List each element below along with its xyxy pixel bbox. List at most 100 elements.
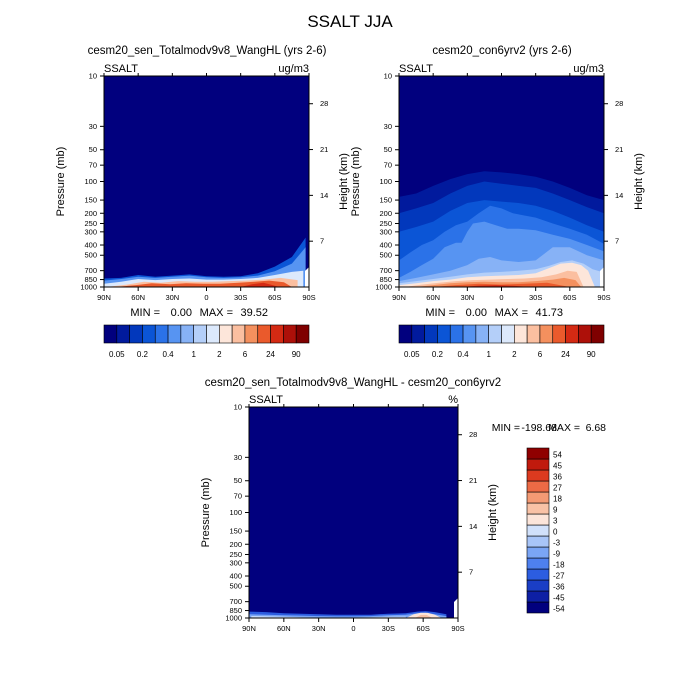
- x-tick-label: 90N: [97, 293, 111, 302]
- y-tick-label: 200: [229, 540, 242, 549]
- panel-sen: cesm20_sen_Totalmodv9v8_WangHL (yrs 2-6)…: [55, 45, 350, 359]
- y-tick-label: 100: [229, 508, 242, 517]
- height-tick-label: 28: [615, 99, 623, 108]
- colorbar-label: 0.2: [432, 350, 444, 359]
- x-tick-label: 30N: [165, 293, 179, 302]
- min-label: MIN =: [425, 307, 455, 319]
- colorbar-label: 2: [512, 350, 517, 359]
- x-tick-label: 0: [351, 624, 355, 633]
- colorbar-swatch: [193, 324, 207, 344]
- height-tick-label: 7: [469, 568, 473, 577]
- y-tick-label: 50: [89, 145, 97, 154]
- colorbar-swatch: [154, 324, 169, 344]
- x-tick-label: 60S: [268, 293, 281, 302]
- y-tick-label: 850: [379, 275, 392, 284]
- colorbar-swatch: [526, 458, 550, 471]
- contour-layer-2: [249, 612, 447, 618]
- colorbar-swatch: [514, 324, 528, 344]
- colorbar-swatch: [526, 568, 550, 581]
- y-tick-label: 10: [234, 403, 242, 412]
- height-tick-label: 21: [469, 476, 477, 485]
- y-tick-label: 30: [384, 122, 392, 131]
- y-tick-label: 150: [84, 196, 97, 205]
- colorbar-swatch: [167, 324, 182, 344]
- height-tick-label: 7: [320, 237, 324, 246]
- x-tick-label: 30S: [529, 293, 542, 302]
- colorbar-swatch: [526, 469, 550, 482]
- y-tick-label: 100: [379, 177, 392, 186]
- colorbar-label: 0.2: [137, 350, 149, 359]
- colorbar-label: 24: [561, 350, 570, 359]
- y-tick-label: 850: [84, 275, 97, 284]
- y-tick-label: 10: [89, 72, 97, 81]
- y-axis-title-right: Height (km): [487, 484, 499, 541]
- y-tick-label: 10: [384, 72, 392, 81]
- colorbar-swatch: [526, 324, 541, 344]
- y-axis-title-right: Height (km): [338, 153, 350, 210]
- colorbar-swatch: [552, 324, 566, 344]
- colorbar-label: 18: [553, 495, 562, 504]
- colorbar-label: 6: [538, 350, 543, 359]
- y-tick-label: 500: [229, 582, 242, 591]
- y-tick-label: 70: [89, 161, 97, 170]
- colorbar-swatch: [526, 601, 550, 614]
- colorbar-label: 1: [486, 350, 491, 359]
- colorbar-swatch: [565, 324, 579, 344]
- colorbar-label: 2: [217, 350, 222, 359]
- variable-label: SSALT: [399, 63, 433, 75]
- y-tick-label: 1000: [375, 283, 392, 292]
- topography-mask: [454, 598, 458, 618]
- contour-layer-6: [240, 282, 280, 287]
- y-tick-label: 850: [229, 606, 242, 615]
- colorbar-swatch: [231, 324, 246, 344]
- max-value: 41.73: [535, 307, 563, 319]
- colorbar-label: 54: [553, 451, 562, 460]
- y-tick-label: 70: [234, 492, 242, 501]
- colorbar-swatch: [219, 324, 233, 344]
- max-value: 39.52: [240, 307, 268, 319]
- x-tick-label: 60N: [131, 293, 145, 302]
- panel-title: cesm20_sen_Totalmodv9v8_WangHL (yrs 2-6): [88, 45, 327, 57]
- colorbar-label: 45: [553, 462, 562, 471]
- y-axis-title: Pressure (mb): [200, 478, 212, 548]
- panel-difference: cesm20_sen_Totalmodv9v8_WangHL - cesm20_…: [200, 377, 606, 633]
- y-tick-label: 1000: [80, 283, 97, 292]
- colorbar-label: 0.4: [458, 350, 470, 359]
- figure-title: SSALT JJA: [307, 12, 393, 31]
- y-tick-label: 500: [379, 251, 392, 260]
- y-axis-title: Pressure (mb): [350, 147, 362, 217]
- contour-layer-5: [415, 614, 433, 618]
- contour-background: [104, 76, 309, 287]
- y-tick-label: 300: [379, 227, 392, 236]
- min-value: -198.68: [521, 422, 557, 434]
- colorbar-label: 6: [243, 350, 248, 359]
- colorbar-label: -45: [553, 594, 565, 603]
- y-tick-label: 100: [84, 177, 97, 186]
- colorbar-swatch: [142, 324, 156, 344]
- y-tick-label: 700: [379, 266, 392, 275]
- colorbar-swatch: [526, 491, 550, 504]
- height-tick-label: 28: [320, 99, 328, 108]
- contour-layers: [399, 171, 604, 287]
- colorbar-swatch: [129, 324, 143, 344]
- x-tick-label: 60N: [277, 624, 291, 633]
- colorbar-swatch: [103, 324, 118, 344]
- units-label: %: [448, 394, 458, 406]
- min-label: MIN =: [130, 307, 160, 319]
- height-tick-label: 14: [469, 522, 477, 531]
- colorbar-label: -36: [553, 583, 565, 592]
- min-value: 0.00: [466, 307, 487, 319]
- colorbar-swatch: [475, 324, 489, 344]
- x-tick-label: 30N: [312, 624, 326, 633]
- height-tick-label: 21: [615, 145, 623, 154]
- colorbar-swatch: [501, 324, 515, 344]
- height-tick-label: 14: [320, 191, 328, 200]
- x-tick-label: 90S: [302, 293, 315, 302]
- colorbar-swatch: [180, 324, 194, 344]
- colorbar-label: 0.05: [109, 350, 125, 359]
- y-tick-label: 700: [229, 597, 242, 606]
- x-tick-label: 30N: [460, 293, 474, 302]
- y-tick-label: 70: [384, 161, 392, 170]
- colorbar-label: -27: [553, 572, 565, 581]
- y-tick-label: 250: [84, 219, 97, 228]
